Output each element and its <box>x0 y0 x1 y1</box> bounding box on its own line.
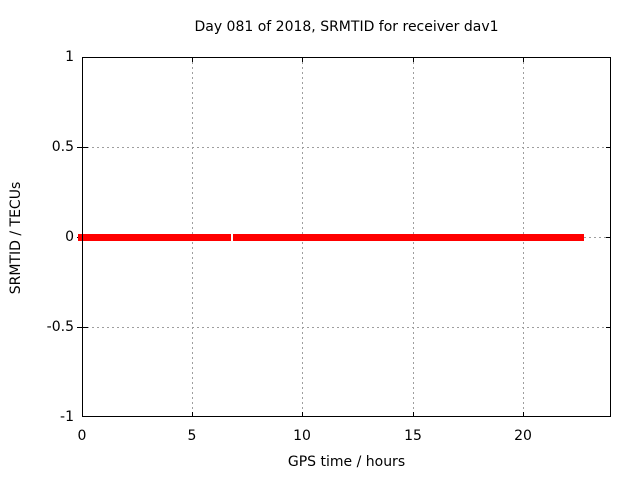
y-tick-left <box>77 327 88 328</box>
x-tick-bottom <box>192 412 193 417</box>
x-tick-top <box>523 57 524 62</box>
x-tick-label: 10 <box>293 428 311 444</box>
x-tick-top <box>302 57 303 62</box>
y-tick-label: 0 <box>65 229 74 245</box>
y-tick-right <box>606 327 611 328</box>
series-line-srmtid <box>78 234 584 241</box>
y-tick-label: 0.5 <box>51 139 74 155</box>
y-tick-right <box>606 147 611 148</box>
y-gridline <box>82 147 611 148</box>
x-tick-label: 5 <box>187 428 197 444</box>
y-gridline <box>82 327 611 328</box>
x-tick-bottom <box>523 412 524 417</box>
chart-title: Day 081 of 2018, SRMTID for receiver dav… <box>194 19 499 35</box>
x-tick-label: 15 <box>404 428 422 444</box>
y-tick-label: -1 <box>60 409 74 425</box>
y-tick-left <box>77 147 88 148</box>
plot-area: 0 5 10 15 20 1 0.5 0 -0.5 -1 <box>47 49 611 444</box>
y-gridline <box>584 237 611 238</box>
x-tick-label: 20 <box>514 428 532 444</box>
x-tick-label: 0 <box>77 428 87 444</box>
x-tick-bottom <box>413 412 414 417</box>
y-tick-label: -0.5 <box>46 319 74 335</box>
x-tick-bottom <box>302 412 303 417</box>
x-tick-top <box>413 57 414 62</box>
x-tick-top <box>192 57 193 62</box>
series-data-gap <box>231 234 233 241</box>
y-axis-label: SRMTID / TECUs <box>8 181 24 295</box>
y-tick-label: 1 <box>65 49 74 65</box>
y-tick-right <box>606 237 611 238</box>
x-axis-label: GPS time / hours <box>287 454 406 470</box>
